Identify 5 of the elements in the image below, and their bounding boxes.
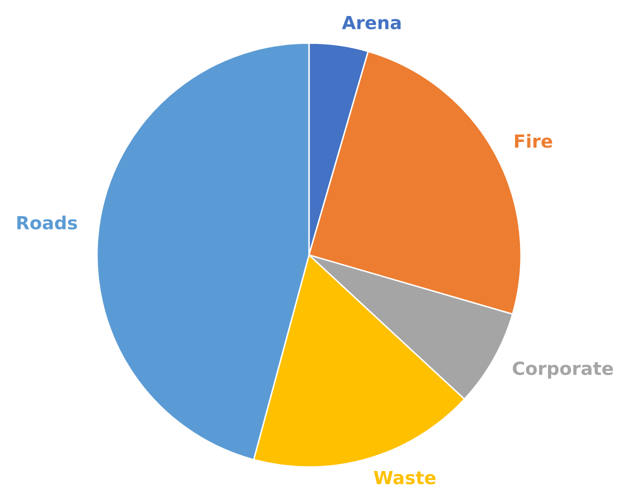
slice-label: Fire [515,134,552,148]
slice-label: Waste [374,470,436,484]
slice-label: Arena [342,16,401,30]
slice-label: Roads [17,216,77,230]
slice-label: Corporate [512,361,613,379]
